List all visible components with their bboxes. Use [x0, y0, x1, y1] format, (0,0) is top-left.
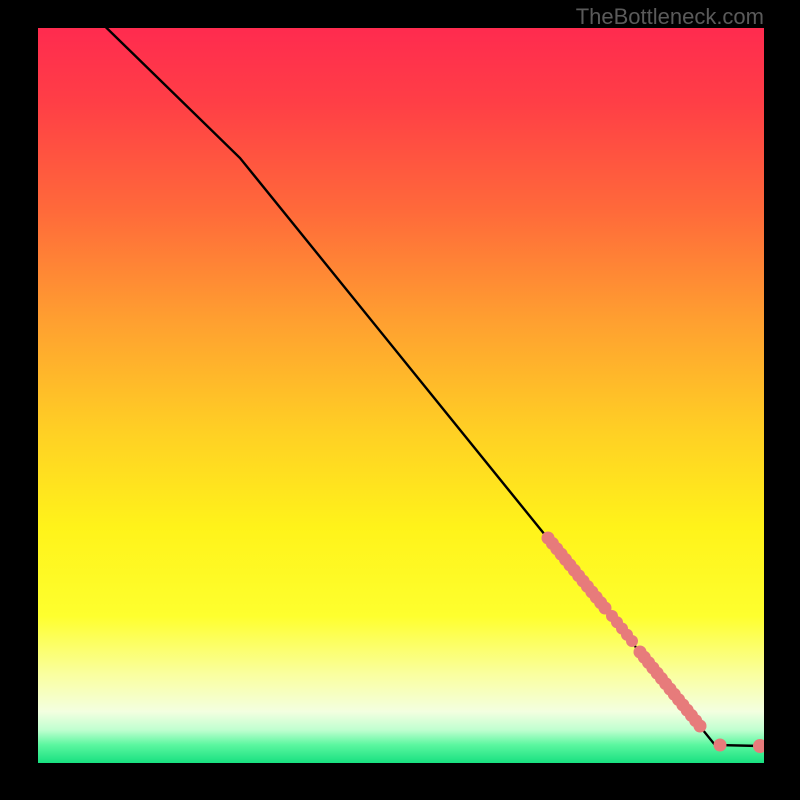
data-point — [753, 739, 764, 753]
watermark-text: TheBottleneck.com — [576, 4, 764, 30]
marker-group — [542, 532, 765, 754]
chart-overlay — [38, 28, 764, 763]
bottleneck-curve — [80, 28, 760, 746]
data-point — [714, 739, 727, 752]
plot-area — [38, 28, 764, 763]
data-point — [694, 720, 707, 733]
data-point — [626, 635, 638, 647]
